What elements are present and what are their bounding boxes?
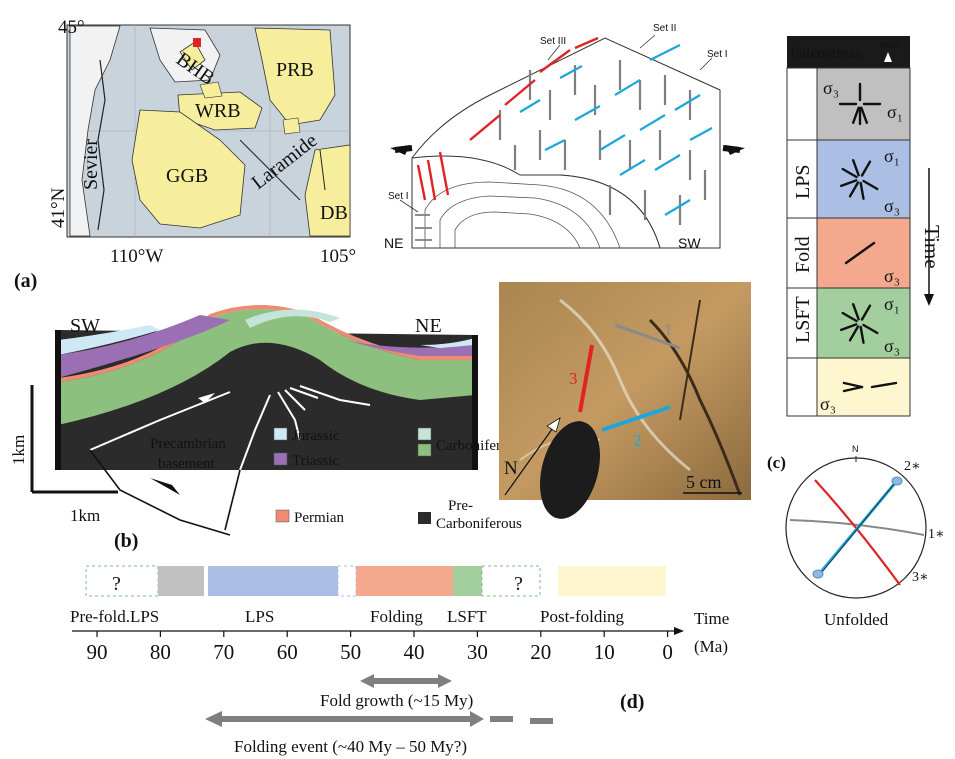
- stereonet-label-2: 2∗: [904, 459, 921, 474]
- time-arrow-label: Time: [920, 225, 944, 269]
- timeline-unknown-left: ?: [112, 573, 121, 595]
- wrb-label: WRB: [195, 100, 241, 122]
- set1-top-label: Set I: [707, 49, 728, 60]
- paleostress-row: σ₃ σ₁: [786, 67, 911, 141]
- section-sw-label: SW: [70, 315, 100, 337]
- legend-entry: Pre-Carboniferous: [418, 498, 522, 532]
- timeline-axis-unit: (Ma): [694, 637, 728, 656]
- timeline-tick-label: 60: [277, 640, 298, 664]
- stereonet-label-3: 3∗: [912, 570, 929, 585]
- plane-1: [789, 519, 925, 536]
- db-basin: [304, 144, 351, 237]
- scale-horizontal-label: 1km: [70, 506, 100, 525]
- photo-vein-1: 1: [664, 320, 673, 339]
- sigma-label: σ₁: [884, 146, 900, 166]
- timeline-tick-label: 70: [213, 640, 234, 664]
- scale-vertical-label: 1km: [9, 435, 28, 465]
- lon-label-left: 110°W: [110, 246, 163, 267]
- timeline-tick-label: 30: [467, 640, 488, 664]
- block-sw-label: SW: [678, 235, 701, 251]
- paleostress-row: Fold σ₃: [786, 217, 911, 289]
- legend-entry: Triassic: [273, 452, 339, 469]
- sigma-label: σ₃: [884, 266, 900, 286]
- sevier-label: Sevier: [80, 139, 102, 190]
- photo-vein-2: 2: [633, 431, 642, 450]
- paleostress-column: Paleostress North σ₃ σ₁ LPS σ₁ σ₃ Fold σ₃ LSFT σ…: [786, 36, 944, 417]
- sigma-label: σ₃: [884, 336, 900, 356]
- basement-label: Precambrian basement: [150, 436, 226, 472]
- paleostress-row-label: LSFT: [792, 296, 814, 343]
- panel-d-timeline: ? ? Pre-fold.LPS LPS Folding LSFT Post-f…: [70, 565, 729, 756]
- north-arrow-icon: [884, 52, 892, 62]
- legend-label: Pre-Carboniferous: [436, 498, 522, 532]
- prb-basin: [254, 27, 336, 126]
- paleostress-row: σ₃: [786, 357, 911, 417]
- timeline-unknown-right: ?: [514, 573, 523, 595]
- legend-label: Permian: [294, 510, 344, 526]
- timeline-tick-label: 10: [594, 640, 615, 664]
- phase-lps: LPS: [245, 607, 274, 626]
- sigma-label: σ₃: [820, 394, 836, 414]
- panel-a-map: 45° 41°N 110°W 105° BHB PRB WRB GGB DB S…: [14, 17, 356, 292]
- ggb-label: GGB: [166, 165, 208, 187]
- timeline-tick-label: 90: [87, 640, 108, 664]
- panel-d-label: (d): [620, 691, 644, 713]
- timeline-tick-label: 20: [530, 640, 551, 664]
- lat-label-top: 45°: [58, 17, 85, 38]
- lat-label-bottom: 41°N: [48, 187, 69, 228]
- timeline-tick-label: 40: [404, 640, 425, 664]
- section-ne-label: NE: [415, 315, 442, 337]
- phase-post-folding: Post-folding: [540, 607, 625, 626]
- stereonet-label-1: 1∗: [928, 527, 945, 542]
- fold-growth-label: Fold growth (~15 My): [320, 691, 473, 710]
- panel-b-label: (b): [114, 530, 138, 552]
- panel-c-label: (c): [767, 453, 786, 472]
- panel-b-cross-section: SW NE 1km 1km Precambrian basement Jurass…: [9, 305, 522, 552]
- legend-label: Triassic: [292, 453, 339, 469]
- lon-label-right: 105°: [320, 246, 356, 267]
- prb-label: PRB: [276, 59, 314, 81]
- set1-left-label: Set I: [388, 191, 409, 202]
- stereonet-north: N: [852, 444, 859, 454]
- paleostress-row-label: LPS: [792, 165, 814, 199]
- sigma-label: σ₃: [823, 78, 839, 98]
- paleostress-row: LSFT σ₁ σ₃: [786, 287, 911, 359]
- folding-event-label: Folding event (~40 My – 50 My?): [234, 737, 467, 756]
- block-ne-label: NE: [384, 235, 403, 251]
- legend-entry: Jurassic: [273, 427, 340, 444]
- phase-lsft: LSFT: [447, 607, 487, 626]
- photo-north-label: N: [504, 458, 518, 479]
- photo-scale-label: 5 cm: [686, 472, 722, 492]
- stereonet-caption: Unfolded: [824, 610, 889, 629]
- sigma-label: σ₁: [887, 102, 903, 122]
- ggb-basin: [131, 109, 246, 229]
- paleostress-row: LPS σ₁ σ₃: [786, 139, 911, 219]
- timeline-axis-title: Time: [694, 609, 729, 628]
- panel-a-label: (a): [14, 270, 37, 292]
- set3-label: Set III: [540, 36, 566, 47]
- legend-entry: Permian: [275, 509, 344, 526]
- phase-pre-fold-lps: Pre-fold.LPS: [70, 607, 159, 626]
- sigma-label: σ₃: [884, 196, 900, 216]
- fracture-block-diagram: Set II Set III Set I Set I NE SW: [384, 23, 745, 251]
- phase-folding: Folding: [370, 607, 423, 626]
- panel-c-stereonet: N 2∗ 1∗ 3∗ Unfolded (c): [767, 444, 945, 629]
- db-label: DB: [320, 202, 348, 224]
- timeline-tick-label: 50: [340, 640, 361, 664]
- outcrop-photo: N 5 cm 1 2 3: [499, 282, 751, 519]
- paleostress-row-label: Fold: [792, 236, 814, 273]
- legend-label: Jurassic: [292, 428, 340, 444]
- timeline-tick-label: 80: [150, 640, 171, 664]
- paleostress-north: North: [880, 41, 900, 50]
- set2-label: Set II: [653, 23, 676, 34]
- study-site-marker: [193, 38, 201, 47]
- photo-vein-3: 3: [569, 369, 578, 388]
- paleostress-header: Paleostress: [790, 45, 861, 62]
- sigma-label: σ₁: [884, 294, 900, 314]
- timeline-tick-label: 0: [662, 640, 673, 664]
